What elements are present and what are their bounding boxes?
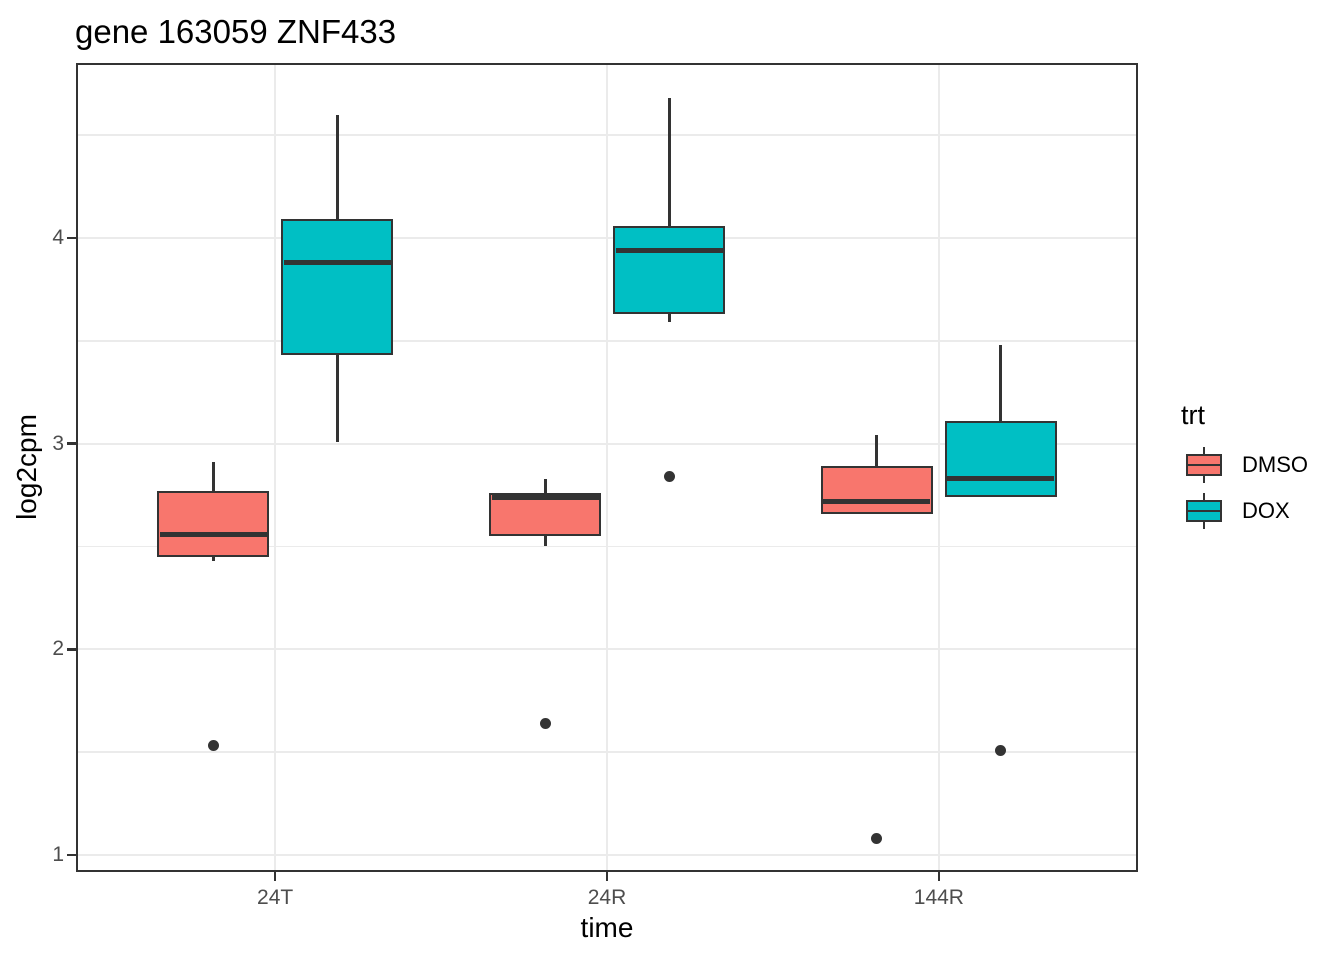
lower-whisker	[667, 314, 671, 323]
upper-whisker	[875, 435, 879, 467]
plot-title: gene 163059 ZNF433	[75, 13, 397, 50]
outlier-point	[539, 717, 551, 729]
x-major-gridline	[937, 65, 940, 870]
legend-title: trt	[1181, 400, 1205, 430]
key-median	[1188, 509, 1220, 513]
median-line	[823, 498, 931, 504]
box-dmso-24R	[489, 492, 601, 537]
y-tick-mark	[67, 236, 76, 240]
upper-whisker	[999, 344, 1003, 421]
y-axis-title: log2cpm	[11, 414, 42, 520]
legend-entry-dmso: DMSO	[1186, 447, 1308, 483]
median-line	[283, 260, 391, 266]
lower-whisker	[335, 355, 339, 442]
median-line	[947, 476, 1055, 482]
box-dox-144R	[944, 421, 1057, 498]
median-line	[491, 494, 599, 500]
median-line	[615, 247, 723, 253]
box-dmso-144R	[820, 466, 933, 514]
x-major-gridline	[274, 65, 277, 870]
x-tick-label: 24T	[257, 886, 294, 909]
y-tick-label: 1	[52, 842, 64, 866]
y-tick-label: 4	[52, 226, 64, 249]
upper-whisker	[543, 478, 547, 493]
key-box	[1186, 500, 1222, 522]
boxplot-key-icon	[1186, 447, 1222, 483]
upper-whisker	[335, 114, 339, 220]
x-tick-mark	[937, 872, 941, 881]
x-axis-title: time	[580, 912, 634, 943]
plot-panel	[76, 63, 1138, 872]
x-tick-label: 144R	[913, 886, 964, 909]
outlier-point	[663, 471, 675, 483]
box-dox-24T	[281, 219, 394, 356]
y-tick-mark	[67, 853, 76, 857]
x-major-gridline	[605, 65, 609, 870]
outlier-point	[871, 832, 883, 844]
x-tick-mark	[605, 872, 609, 881]
x-tick-label: 24R	[587, 886, 627, 909]
median-line	[159, 531, 267, 537]
y-tick-label: 2	[52, 637, 64, 661]
lower-whisker	[543, 536, 547, 547]
y-tick-mark	[67, 648, 76, 651]
key-box	[1186, 454, 1222, 476]
upper-whisker	[211, 462, 215, 491]
legend-label-dmso: DMSO	[1242, 452, 1308, 477]
box-dmso-24T	[157, 490, 270, 557]
legend-entry-dox: DOX	[1186, 493, 1290, 529]
outlier-point	[995, 744, 1007, 756]
upper-whisker	[667, 98, 671, 226]
lower-whisker	[211, 556, 215, 561]
y-tick-mark	[67, 442, 76, 445]
y-tick-label: 3	[52, 431, 64, 455]
legend-label-dox: DOX	[1242, 498, 1290, 523]
boxplot-key-icon	[1186, 493, 1222, 529]
x-tick-mark	[273, 872, 277, 881]
key-median	[1188, 463, 1220, 467]
outlier-point	[207, 740, 219, 752]
box-dox-24R	[613, 225, 725, 315]
